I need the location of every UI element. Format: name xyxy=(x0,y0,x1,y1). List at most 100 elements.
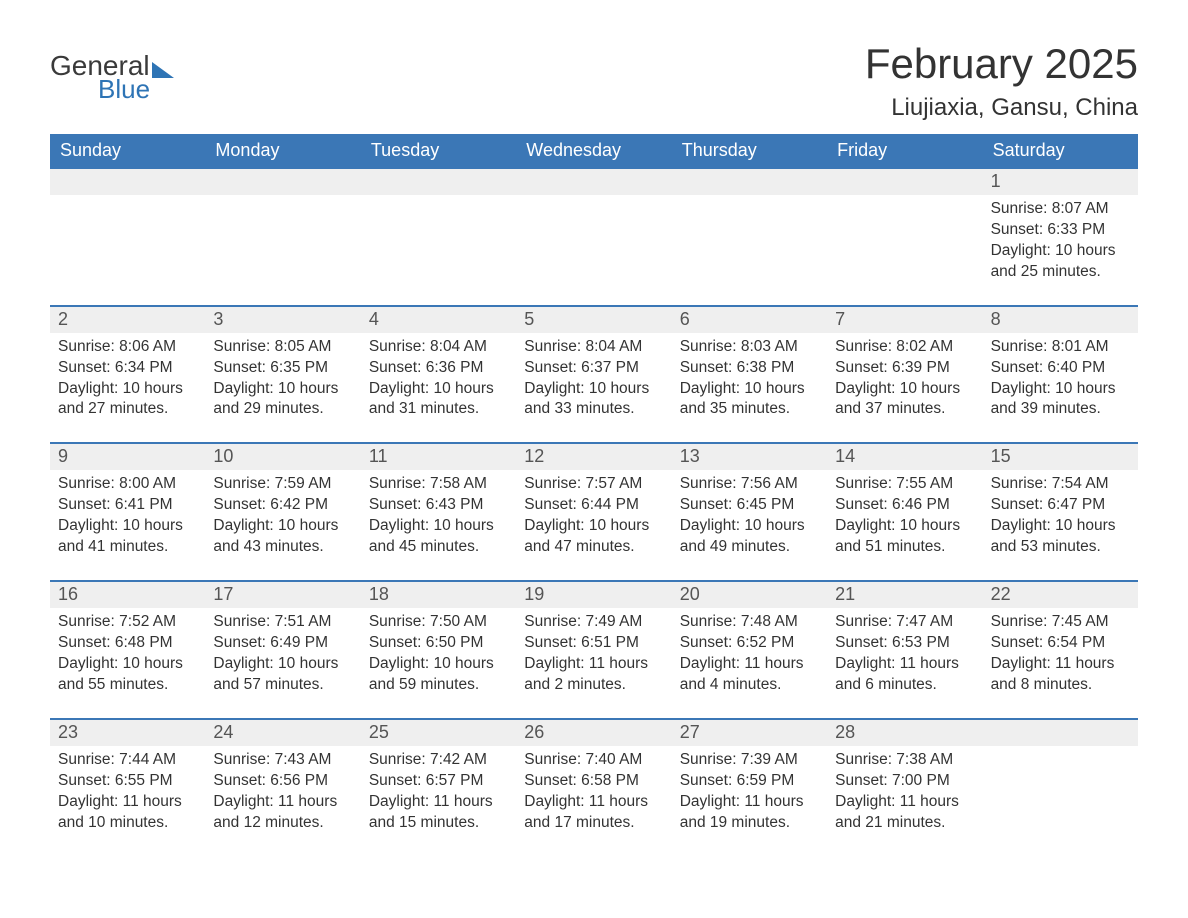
sunset-text: Sunset: 6:53 PM xyxy=(835,633,974,654)
sunset-text: Sunset: 6:43 PM xyxy=(369,495,508,516)
day-number xyxy=(516,169,671,195)
sunset-text: Sunset: 6:52 PM xyxy=(680,633,819,654)
dayname-tue: Tuesday xyxy=(361,134,516,169)
sunset-text: Sunset: 6:45 PM xyxy=(680,495,819,516)
day-cell xyxy=(361,195,516,283)
day-cell: Sunrise: 7:42 AMSunset: 6:57 PMDaylight:… xyxy=(361,746,516,834)
day-number: 18 xyxy=(361,582,516,608)
sunrise-text: Sunrise: 7:47 AM xyxy=(835,612,974,633)
day-cell: Sunrise: 7:47 AMSunset: 6:53 PMDaylight:… xyxy=(827,608,982,696)
calendar-week: 16171819202122Sunrise: 7:52 AMSunset: 6:… xyxy=(50,580,1138,696)
day-number: 28 xyxy=(827,720,982,746)
logo: General Blue xyxy=(50,40,174,105)
day-cell: Sunrise: 7:45 AMSunset: 6:54 PMDaylight:… xyxy=(983,608,1138,696)
day-number: 17 xyxy=(205,582,360,608)
dayname-sun: Sunday xyxy=(50,134,205,169)
day-cell: Sunrise: 8:04 AMSunset: 6:36 PMDaylight:… xyxy=(361,333,516,421)
sunset-text: Sunset: 6:36 PM xyxy=(369,358,508,379)
day-number: 16 xyxy=(50,582,205,608)
daylight-text: Daylight: 10 hours and 27 minutes. xyxy=(58,379,197,421)
daylight-text: Daylight: 11 hours and 12 minutes. xyxy=(213,792,352,834)
logo-word-blue: Blue xyxy=(98,74,174,105)
day-cell: Sunrise: 8:05 AMSunset: 6:35 PMDaylight:… xyxy=(205,333,360,421)
sunset-text: Sunset: 6:33 PM xyxy=(991,220,1130,241)
daylight-text: Daylight: 10 hours and 53 minutes. xyxy=(991,516,1130,558)
sunset-text: Sunset: 6:48 PM xyxy=(58,633,197,654)
daylight-text: Daylight: 10 hours and 25 minutes. xyxy=(991,241,1130,283)
sunrise-text: Sunrise: 7:48 AM xyxy=(680,612,819,633)
daylight-text: Daylight: 10 hours and 55 minutes. xyxy=(58,654,197,696)
day-number: 3 xyxy=(205,307,360,333)
day-number: 23 xyxy=(50,720,205,746)
day-number: 14 xyxy=(827,444,982,470)
day-number: 19 xyxy=(516,582,671,608)
sunset-text: Sunset: 6:58 PM xyxy=(524,771,663,792)
day-cell: Sunrise: 8:06 AMSunset: 6:34 PMDaylight:… xyxy=(50,333,205,421)
daylight-text: Daylight: 10 hours and 39 minutes. xyxy=(991,379,1130,421)
dayname-fri: Friday xyxy=(827,134,982,169)
day-number: 7 xyxy=(827,307,982,333)
day-number xyxy=(50,169,205,195)
sunset-text: Sunset: 6:54 PM xyxy=(991,633,1130,654)
day-number: 27 xyxy=(672,720,827,746)
day-number: 24 xyxy=(205,720,360,746)
daynum-row: 16171819202122 xyxy=(50,582,1138,608)
sunrise-text: Sunrise: 7:44 AM xyxy=(58,750,197,771)
sunset-text: Sunset: 6:51 PM xyxy=(524,633,663,654)
day-number: 10 xyxy=(205,444,360,470)
day-number: 9 xyxy=(50,444,205,470)
day-number: 4 xyxy=(361,307,516,333)
sunrise-text: Sunrise: 7:57 AM xyxy=(524,474,663,495)
day-cell xyxy=(516,195,671,283)
sunrise-text: Sunrise: 7:43 AM xyxy=(213,750,352,771)
sunrise-text: Sunrise: 8:06 AM xyxy=(58,337,197,358)
day-cell xyxy=(827,195,982,283)
sunrise-text: Sunrise: 7:50 AM xyxy=(369,612,508,633)
weeks-container: 1Sunrise: 8:07 AMSunset: 6:33 PMDaylight… xyxy=(50,169,1138,833)
sunrise-text: Sunrise: 8:04 AM xyxy=(369,337,508,358)
sunset-text: Sunset: 6:59 PM xyxy=(680,771,819,792)
sunrise-text: Sunrise: 7:52 AM xyxy=(58,612,197,633)
sunrise-text: Sunrise: 7:55 AM xyxy=(835,474,974,495)
sunrise-text: Sunrise: 8:02 AM xyxy=(835,337,974,358)
day-cell: Sunrise: 7:54 AMSunset: 6:47 PMDaylight:… xyxy=(983,470,1138,558)
day-cell: Sunrise: 7:55 AMSunset: 6:46 PMDaylight:… xyxy=(827,470,982,558)
daylight-text: Daylight: 11 hours and 15 minutes. xyxy=(369,792,508,834)
day-cell: Sunrise: 7:56 AMSunset: 6:45 PMDaylight:… xyxy=(672,470,827,558)
daylight-text: Daylight: 11 hours and 10 minutes. xyxy=(58,792,197,834)
day-cell: Sunrise: 7:49 AMSunset: 6:51 PMDaylight:… xyxy=(516,608,671,696)
day-number xyxy=(205,169,360,195)
daylight-text: Daylight: 10 hours and 29 minutes. xyxy=(213,379,352,421)
day-number: 13 xyxy=(672,444,827,470)
day-number: 15 xyxy=(983,444,1138,470)
daylight-text: Daylight: 10 hours and 33 minutes. xyxy=(524,379,663,421)
daylight-text: Daylight: 11 hours and 8 minutes. xyxy=(991,654,1130,696)
dayname-mon: Monday xyxy=(205,134,360,169)
day-number: 1 xyxy=(983,169,1138,195)
day-cell: Sunrise: 8:04 AMSunset: 6:37 PMDaylight:… xyxy=(516,333,671,421)
calendar: Sunday Monday Tuesday Wednesday Thursday… xyxy=(50,134,1138,833)
sail-triangle-icon xyxy=(152,62,174,78)
day-number xyxy=(361,169,516,195)
day-cell: Sunrise: 7:48 AMSunset: 6:52 PMDaylight:… xyxy=(672,608,827,696)
calendar-week: 2345678Sunrise: 8:06 AMSunset: 6:34 PMDa… xyxy=(50,305,1138,421)
daylight-text: Daylight: 11 hours and 21 minutes. xyxy=(835,792,974,834)
sunset-text: Sunset: 6:57 PM xyxy=(369,771,508,792)
sunrise-text: Sunrise: 7:38 AM xyxy=(835,750,974,771)
daylight-text: Daylight: 10 hours and 43 minutes. xyxy=(213,516,352,558)
day-cell: Sunrise: 8:03 AMSunset: 6:38 PMDaylight:… xyxy=(672,333,827,421)
dayname-header-row: Sunday Monday Tuesday Wednesday Thursday… xyxy=(50,134,1138,169)
sunrise-text: Sunrise: 8:03 AM xyxy=(680,337,819,358)
daylight-text: Daylight: 10 hours and 59 minutes. xyxy=(369,654,508,696)
sunset-text: Sunset: 6:37 PM xyxy=(524,358,663,379)
day-cell: Sunrise: 7:40 AMSunset: 6:58 PMDaylight:… xyxy=(516,746,671,834)
day-number: 2 xyxy=(50,307,205,333)
sunrise-text: Sunrise: 7:54 AM xyxy=(991,474,1130,495)
sunset-text: Sunset: 6:34 PM xyxy=(58,358,197,379)
sunset-text: Sunset: 6:55 PM xyxy=(58,771,197,792)
day-cell xyxy=(983,746,1138,834)
day-cell: Sunrise: 8:01 AMSunset: 6:40 PMDaylight:… xyxy=(983,333,1138,421)
day-cell: Sunrise: 8:00 AMSunset: 6:41 PMDaylight:… xyxy=(50,470,205,558)
day-cell: Sunrise: 8:02 AMSunset: 6:39 PMDaylight:… xyxy=(827,333,982,421)
title-block: February 2025 Liujiaxia, Gansu, China xyxy=(865,40,1138,122)
